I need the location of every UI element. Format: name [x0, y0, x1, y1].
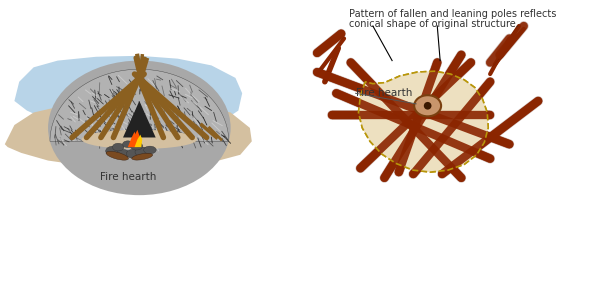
Ellipse shape	[132, 153, 152, 160]
Polygon shape	[53, 66, 229, 166]
Ellipse shape	[130, 142, 143, 150]
Polygon shape	[50, 69, 229, 141]
Text: conical shape of original structure.: conical shape of original structure.	[349, 19, 518, 29]
Ellipse shape	[106, 146, 121, 156]
Polygon shape	[128, 132, 136, 147]
Polygon shape	[134, 135, 142, 147]
Text: Fire hearth: Fire hearth	[100, 172, 156, 182]
Polygon shape	[5, 101, 252, 167]
Polygon shape	[358, 71, 488, 172]
Polygon shape	[358, 71, 488, 172]
Ellipse shape	[48, 61, 230, 195]
Polygon shape	[131, 130, 139, 147]
Ellipse shape	[112, 143, 124, 151]
Ellipse shape	[106, 151, 128, 160]
Ellipse shape	[143, 146, 156, 154]
Text: Pattern of fallen and leaning poles reflects: Pattern of fallen and leaning poles refl…	[349, 9, 556, 19]
Text: Fire hearth: Fire hearth	[356, 88, 412, 98]
Ellipse shape	[122, 141, 133, 148]
Polygon shape	[14, 56, 242, 133]
Ellipse shape	[116, 150, 130, 158]
Circle shape	[424, 102, 431, 110]
Ellipse shape	[414, 95, 441, 116]
Ellipse shape	[127, 150, 139, 158]
Ellipse shape	[135, 147, 149, 157]
Ellipse shape	[82, 130, 197, 149]
Polygon shape	[123, 101, 155, 138]
